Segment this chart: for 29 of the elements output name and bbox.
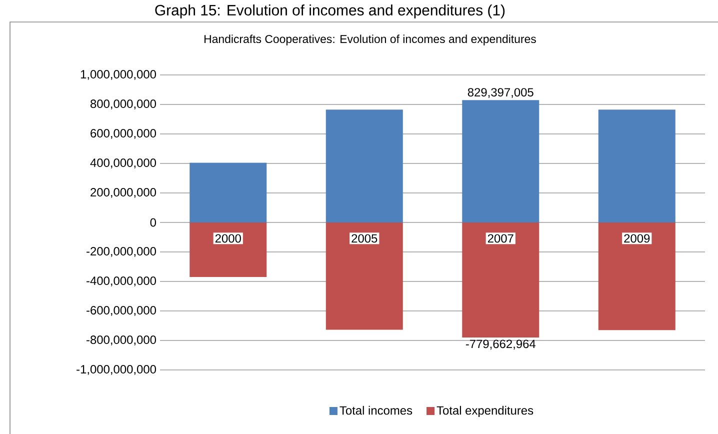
y-tick-label: -1,000,000,000	[76, 365, 156, 375]
bar	[326, 222, 403, 330]
data-label: -779,662,964	[466, 340, 536, 350]
y-tick-label: -800,000,000	[86, 336, 156, 346]
chart-title: Handicrafts Cooperatives: Evolution of incomes and expenditures	[204, 34, 536, 46]
y-tick-label: 800,000,000	[90, 100, 156, 110]
bar	[326, 110, 403, 222]
y-tick-label: 1,000,000,000	[80, 70, 156, 80]
y-tick-label: 0	[150, 218, 156, 227]
x-tick-label: 2000	[215, 234, 241, 243]
bar	[190, 222, 267, 278]
y-tick-label: 600,000,000	[90, 129, 156, 139]
legend-label: Total expenditures	[436, 406, 534, 418]
legend-label: Total incomes	[340, 406, 412, 415]
bar	[190, 162, 267, 222]
bar	[462, 222, 540, 338]
x-tick-label: 2009	[624, 234, 650, 243]
x-tick-label: 2007	[488, 234, 514, 243]
y-tick-label: -600,000,000	[86, 306, 156, 316]
bar	[598, 222, 676, 330]
y-tick-label: 400,000,000	[90, 158, 156, 168]
bar	[462, 100, 540, 222]
data-label: 829,397,005	[468, 88, 534, 98]
y-tick-label: -400,000,000	[86, 276, 156, 286]
y-tick-label: -200,000,000	[86, 247, 156, 257]
bar	[598, 110, 676, 222]
y-tick-label: 200,000,000	[90, 188, 156, 198]
caption: Graph 15: Evolution of incomes and expenditures (1)	[155, 4, 505, 18]
x-tick-label: 2005	[352, 234, 378, 243]
